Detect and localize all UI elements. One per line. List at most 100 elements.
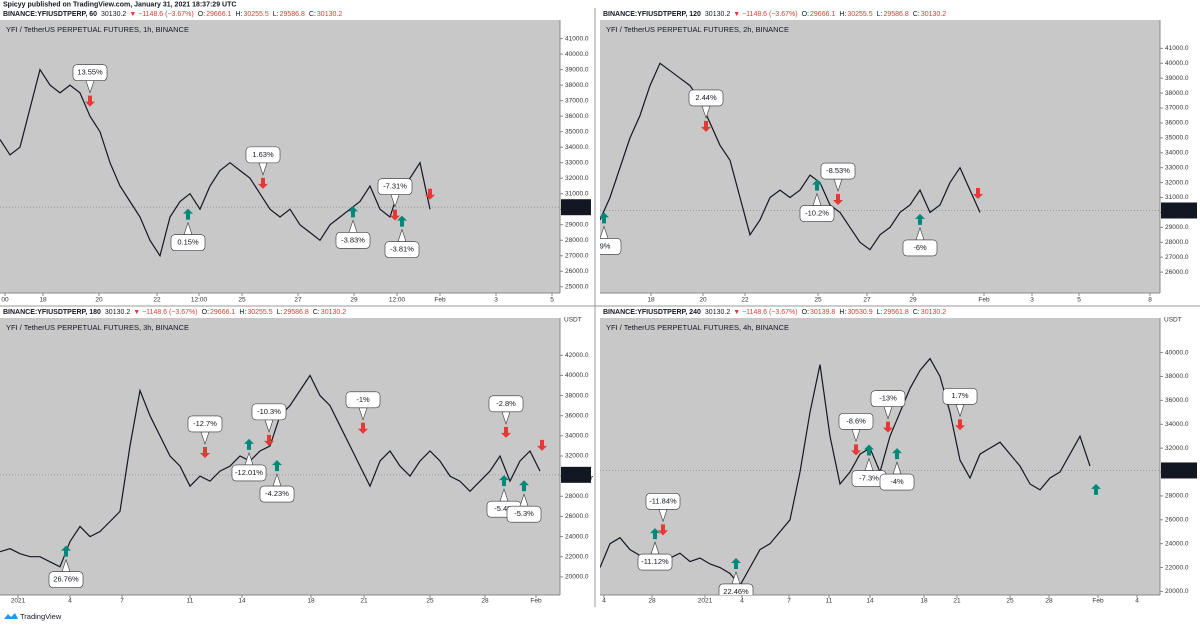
ohlc-key: H: bbox=[839, 309, 846, 316]
x-tick-label: 28 bbox=[648, 598, 656, 605]
x-tick-label: 2021 bbox=[11, 598, 26, 605]
signal-arrow bbox=[244, 438, 254, 450]
signal-arrow bbox=[519, 480, 529, 492]
callout-label: -7.3% bbox=[859, 474, 879, 483]
symbol: BINANCE:YFIUSDTPERP, 60 bbox=[3, 11, 97, 18]
callout-box bbox=[251, 403, 287, 421]
price-line bbox=[0, 68, 431, 258]
last-price-label: 30130.2 bbox=[1164, 462, 1191, 471]
callout-box bbox=[799, 205, 835, 222]
chart-pane: BINANCE:YFIUSDTPERP, 180 30130.2 ▼ −1148.6… bbox=[0, 309, 593, 605]
y-tick-label: 38000.0 bbox=[1165, 90, 1189, 97]
ohlc-key: C: bbox=[313, 309, 320, 316]
y-tick-label: 31000.0 bbox=[1165, 194, 1189, 201]
signal-arrow bbox=[915, 213, 925, 225]
y-tick-label: 38000.0 bbox=[565, 82, 589, 89]
signal-arrow bbox=[812, 179, 822, 191]
callout-label: 0.15% bbox=[177, 238, 199, 247]
ohlc-value: 30255.5 bbox=[243, 11, 268, 18]
countdown: 01:22:37 bbox=[1164, 209, 1193, 218]
plot: 26.76% -12.7% -12.01% -10.3% -4.23% -1% -2.8% -… bbox=[0, 374, 560, 588]
y-tick-label: 41000.0 bbox=[1165, 45, 1189, 52]
callout-label: -1% bbox=[356, 395, 370, 404]
x-tick-label: 18 bbox=[647, 297, 655, 304]
x-tick-label: 8 bbox=[1148, 297, 1152, 304]
price-line bbox=[600, 62, 981, 251]
ohlc-key: L: bbox=[877, 11, 883, 18]
y-tick-label: 22000.0 bbox=[1165, 564, 1189, 571]
symbol: BINANCE:YFIUSDTPERP, 180 bbox=[3, 309, 101, 316]
chart-pane: BINANCE:YFIUSDTPERP, 60 30130.2 ▼ −1148.6 … bbox=[0, 11, 591, 304]
x-tick-label: 5 bbox=[1077, 297, 1081, 304]
callout-label: 26.76% bbox=[53, 575, 79, 584]
callout-label: -5.4% bbox=[494, 504, 514, 513]
y-tick-label: 28000.0 bbox=[565, 237, 589, 244]
callout-label: -10.2% bbox=[805, 209, 829, 218]
ohlc-value: 30255.5 bbox=[247, 309, 272, 316]
last-price: 30130.2 bbox=[105, 309, 130, 316]
last-price-box bbox=[1161, 202, 1197, 219]
callout-label: 22.46% bbox=[723, 587, 749, 596]
y-tick-label: 26000.0 bbox=[1165, 516, 1189, 523]
axes: 25000.026000.027000.028000.029000.030000… bbox=[1, 35, 588, 303]
callout-box bbox=[384, 241, 420, 258]
callout-label: -4% bbox=[890, 477, 904, 486]
callout-box bbox=[718, 583, 754, 595]
axes: 26000.027000.028000.029000.030000.031000… bbox=[647, 45, 1188, 304]
callout-label: -4.23% bbox=[265, 489, 289, 498]
brand-logo bbox=[4, 613, 18, 619]
signal-arrow bbox=[61, 545, 71, 557]
y-tick-label: 26000.0 bbox=[565, 513, 589, 520]
signal-arrow bbox=[1091, 483, 1101, 495]
callout-label: -8.6% bbox=[846, 416, 866, 425]
symbol: BINANCE:YFIUSDTPERP, 240 bbox=[603, 309, 701, 316]
ohlc-value: 29586.8 bbox=[883, 11, 908, 18]
y-tick-label: 37000.0 bbox=[1165, 105, 1189, 112]
y-tick-label: 26000.0 bbox=[1165, 269, 1189, 276]
last-price: 30130.2 bbox=[101, 11, 126, 18]
x-tick-label: 7 bbox=[787, 598, 791, 605]
callout-box bbox=[688, 89, 724, 107]
x-tick-label: 11 bbox=[826, 598, 833, 605]
y-unit: USDT bbox=[564, 317, 582, 324]
x-tick-label: 4 bbox=[740, 598, 744, 605]
y-tick-label: 36000.0 bbox=[565, 412, 589, 419]
ohlc-key: O: bbox=[202, 309, 209, 316]
price-line bbox=[0, 374, 541, 568]
signal-arrow bbox=[501, 426, 511, 438]
ohlc-key: L: bbox=[273, 11, 279, 18]
callout-box bbox=[637, 553, 673, 571]
x-tick-label: 22 bbox=[153, 297, 161, 304]
callout-label: -10.3% bbox=[257, 407, 281, 416]
y-tick-label: 39000.0 bbox=[1165, 75, 1189, 82]
y-tick-label: 37000.0 bbox=[565, 97, 589, 104]
signal-arrow bbox=[264, 434, 274, 446]
y-tick-label: 42000.0 bbox=[565, 352, 589, 359]
signal-arrow bbox=[85, 95, 95, 107]
signal-arrow bbox=[955, 419, 965, 431]
x-tick-label: 18 bbox=[307, 598, 315, 605]
x-tick-label: 3 bbox=[494, 297, 498, 304]
x-tick-label: 12:00 bbox=[191, 297, 208, 304]
pane-header: BINANCE:YFIUSDTPERP, 180 30130.2 ▼ −1148.6… bbox=[3, 309, 346, 316]
x-tick-label: 25 bbox=[426, 598, 434, 605]
callout-label: 13.55% bbox=[77, 68, 103, 77]
callout-box bbox=[231, 464, 267, 482]
x-tick-label: 21 bbox=[953, 598, 961, 605]
ohlc-key: H: bbox=[239, 309, 246, 316]
ohlc-value: 29666.1 bbox=[210, 309, 235, 316]
signal-arrow bbox=[973, 188, 983, 200]
signal-arrow bbox=[183, 208, 193, 220]
pane-title: YFI / TetherUS PERPETUAL FUTURES, 3h, BI… bbox=[6, 323, 189, 332]
ohlc-value: 29666.1 bbox=[810, 11, 835, 18]
ohlc-value: 30530.9 bbox=[847, 309, 872, 316]
x-tick-label: 14 bbox=[238, 598, 246, 605]
x-tick-label: 27 bbox=[294, 297, 302, 304]
change: ▼ −1148.6 (−3.67%) bbox=[133, 309, 197, 316]
y-tick-label: 31000.0 bbox=[565, 190, 589, 197]
y-tick-label: 33000.0 bbox=[1165, 164, 1189, 171]
pane-title: YFI / TetherUS PERPETUAL FUTURES, 2h, BI… bbox=[606, 25, 789, 34]
callout-box bbox=[506, 505, 542, 523]
pane-title: YFI / TetherUS PERPETUAL FUTURES, 4h, BI… bbox=[606, 323, 789, 332]
x-tick-label: 27 bbox=[863, 297, 871, 304]
